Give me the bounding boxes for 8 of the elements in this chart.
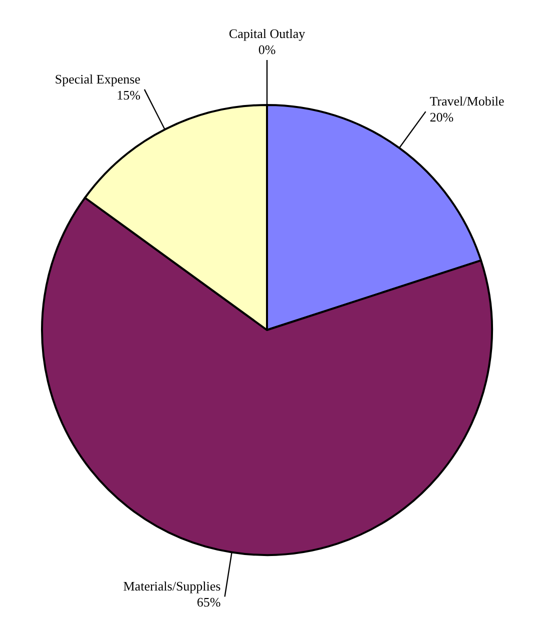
data-label: 15% bbox=[116, 87, 141, 102]
slice-label: Travel/Mobile bbox=[430, 94, 505, 109]
slice-label: Special Expense bbox=[54, 71, 141, 86]
data-label: 65% bbox=[196, 594, 221, 610]
category-label: Capital Outlay bbox=[228, 26, 306, 41]
text: 0% bbox=[258, 42, 276, 57]
data-label: 20% bbox=[430, 110, 454, 125]
slice-label: Materials/Supplies bbox=[123, 578, 221, 594]
